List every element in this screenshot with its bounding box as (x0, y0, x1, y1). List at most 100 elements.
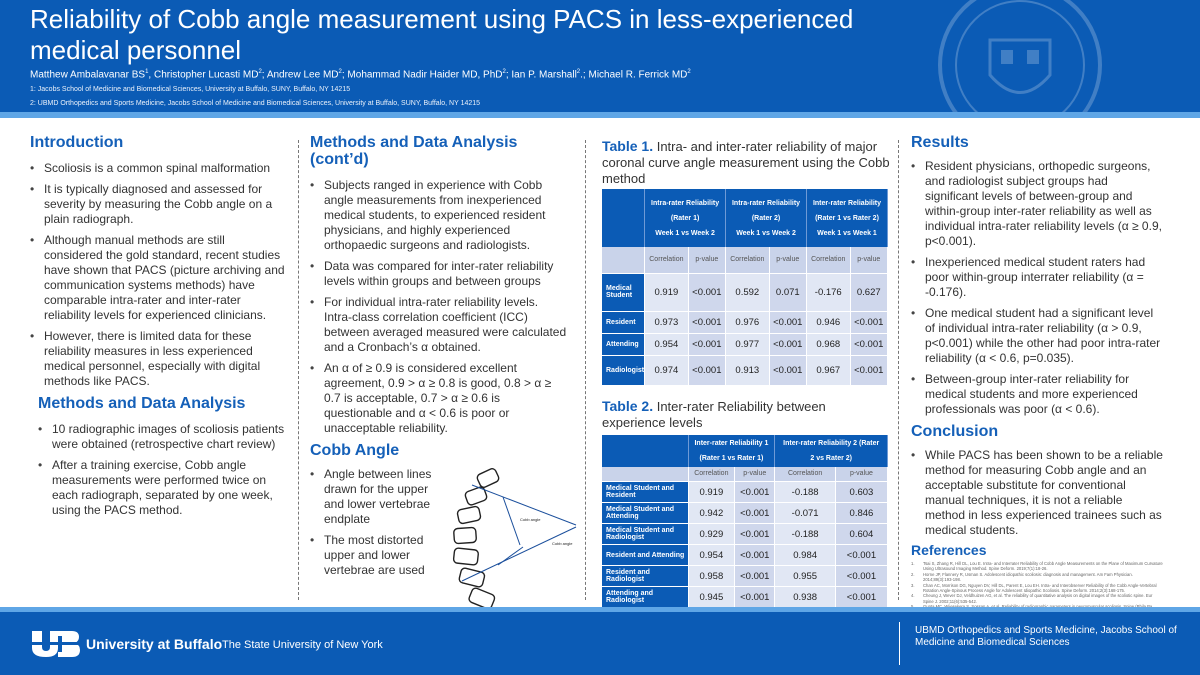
table-row: Medical Student 0.919 <0.001 0.592 0.071 -0.1… (602, 273, 888, 312)
reference-number: 2. (911, 571, 915, 577)
footer-department: UBMD Orthopedics and Sports Medicine, Ja… (915, 625, 1177, 648)
table-row: Resident and Radiologist 0.958 <0.001 0.955… (602, 565, 889, 587)
table-cell: 0.919 (644, 273, 689, 312)
conclusion-list: While PACS has been shown to be a reliab… (911, 448, 1163, 538)
column-divider (298, 140, 299, 600)
reference-item: 3. Chan AC, Morrison DG, Nguyen DV, Hill … (911, 583, 1163, 594)
group-header-line: Week 1 vs Week 2 (736, 229, 796, 237)
list-item: Although manual methods are still consid… (30, 233, 285, 323)
table-subheader-row: Correlation p-value Correlation p-value (602, 466, 889, 482)
table-subheader: Correlation (725, 247, 770, 274)
author-separator: ; (341, 69, 348, 81)
reference-text: Tsai S, Zhang R, Hill DL, Lou E. Intra- … (923, 561, 1163, 572)
table-cell: 0.592 (725, 273, 770, 312)
results-list: Resident physicians, orthopedic surgeons… (911, 159, 1163, 417)
table-cell: <0.001 (850, 333, 888, 356)
table-cell: <0.001 (734, 544, 776, 566)
list-item: Inexperienced medical student raters had… (911, 255, 1163, 300)
table-row: Attending and Radiologist 0.945 <0.001 0.93… (602, 586, 889, 608)
table-cell: -0.188 (774, 481, 836, 503)
row-label: Resident and Radiologist (602, 565, 689, 587)
table1-caption: Table 1. Intra- and inter-rater reliabil… (602, 138, 890, 187)
column-4: Results Resident physicians, orthopedic … (911, 128, 1163, 615)
table-cell: 0.627 (850, 273, 888, 312)
footer-divider (899, 622, 900, 665)
table-cell: <0.001 (688, 311, 727, 334)
author-name: Andrew Lee MD (266, 69, 339, 81)
table-cell: 0.604 (835, 523, 889, 545)
group-header-line: (Rater 2) (751, 214, 781, 222)
author-separator: , (148, 69, 154, 81)
reference-item: 1. Tsai S, Zhang R, Hill DL, Lou E. Intra… (911, 561, 1163, 572)
column-1: Introduction Scoliosis is a common spina… (30, 128, 285, 524)
table-cell: -0.188 (774, 523, 836, 545)
affiliation-2: 2: UBMD Orthopedics and Sports Medicine,… (30, 100, 481, 107)
table-cell: <0.001 (850, 311, 888, 334)
table-row: Resident 0.973 <0.001 0.976 <0.001 0.946 <0.00… (602, 311, 888, 334)
reference-item: 2. Horne JP, Flannery R, Usman S. Adolesc… (911, 572, 1163, 583)
table-cell: 0.958 (688, 565, 736, 587)
author-name: Michael R. Ferrick MD (588, 69, 688, 81)
table-cell: 0.913 (725, 355, 770, 386)
group-header-line: Inter-rater Reliability 2 (Rater (783, 439, 880, 447)
table-corner-cell (602, 466, 689, 482)
table-cell: -0.176 (806, 273, 851, 312)
table-subheader: Correlation (688, 466, 736, 482)
column-3: Table 1. Intra- and inter-rater reliabil… (602, 138, 890, 608)
column-divider (585, 140, 586, 600)
group-header-line: Intra-rater Reliability (731, 199, 801, 207)
conclusion-heading: Conclusion (911, 423, 999, 440)
table-cell: 0.929 (688, 523, 736, 545)
table-cell: <0.001 (769, 355, 808, 386)
list-item: Subjects ranged in experience with Cobb … (310, 178, 568, 253)
column-2: Methods and Data Analysis (cont’d) Subje… (310, 128, 568, 584)
group-header-line: (Rater 1 vs Rater 2) (815, 214, 879, 222)
cobb-angle-label: Cobb angle (552, 541, 573, 546)
table2: Inter-rater Reliability 1 (Rater 1 vs Rat… (602, 434, 889, 608)
poster-footer: University at Buffalo The State Universi… (0, 612, 1200, 675)
author-list: Matthew Ambalavanar BS1, Christopher Luc… (30, 69, 691, 80)
author-name: Christopher Lucasti MD (153, 69, 259, 81)
row-label: Radiologist (602, 355, 646, 386)
reference-number: 3. (911, 582, 915, 588)
table-cell: 0.919 (688, 481, 736, 503)
reference-number: 1. (911, 561, 915, 566)
group-header-line: (Rater 1) (670, 214, 700, 222)
list-item: Resident physicians, orthopedic surgeons… (911, 159, 1163, 249)
author-affiliation-number: 2 (258, 69, 262, 75)
table-cell: 0.976 (725, 311, 770, 334)
row-label: Medical Student (602, 273, 646, 312)
poster-title: Reliability of Cobb angle measurement us… (30, 4, 854, 65)
table-subheader-row: Correlation p-value Correlation p-value Corr… (602, 247, 888, 274)
methods-cont-list: Subjects ranged in experience with Cobb … (310, 178, 568, 436)
table-cell: <0.001 (734, 586, 776, 608)
list-item: Scoliosis is a common spinal malformatio… (30, 161, 285, 176)
table-cell: 0.984 (774, 544, 836, 566)
row-label: Medical Student and Attending (602, 502, 689, 524)
table-subheader: p-value (850, 247, 888, 274)
reference-text: Cheung J, Wever DJ, Veldhuizen AG, et al… (923, 593, 1153, 604)
table2-caption-text: Inter-rater Reliability between experien… (602, 398, 826, 430)
table-cell: 0.968 (806, 333, 851, 356)
author-name: Ian P. Marshall (511, 69, 577, 81)
table-cell: <0.001 (835, 544, 889, 566)
affiliation-1: 1: Jacobs School of Medicine and Biomedi… (30, 86, 351, 93)
cobb-angle-heading: Cobb Angle (310, 442, 400, 459)
table-cell: 0.603 (835, 481, 889, 503)
row-label: Medical Student and Resident (602, 481, 689, 503)
table-cell: <0.001 (734, 502, 776, 524)
cobb-angle-diagram: Cobb angle Cobb angle (452, 468, 577, 610)
list-item: Between-group inter-rater reliability fo… (911, 372, 1163, 417)
methods-cont-heading-line1: Methods and Data Analysis (310, 134, 518, 151)
poster-header: Reliability of Cobb angle measurement us… (0, 0, 1200, 112)
group-header-line: Week 1 vs Week 1 (817, 229, 877, 237)
table-cell: 0.954 (688, 544, 736, 566)
table-cell: 0.946 (806, 311, 851, 334)
author-affiliation-number: 2 (502, 69, 506, 75)
ub-logo-icon (28, 631, 80, 657)
list-item: The most distorted upper and lower verte… (310, 533, 450, 578)
table-group-header: Intra-rater Reliability (Rater 1) Week 1 v… (644, 189, 727, 247)
methods-cont-heading-line2: (cont’d) (310, 151, 369, 168)
university-subtitle: The State University of New York (222, 639, 383, 651)
list-item: Angle between lines drawn for the upper … (310, 467, 450, 527)
